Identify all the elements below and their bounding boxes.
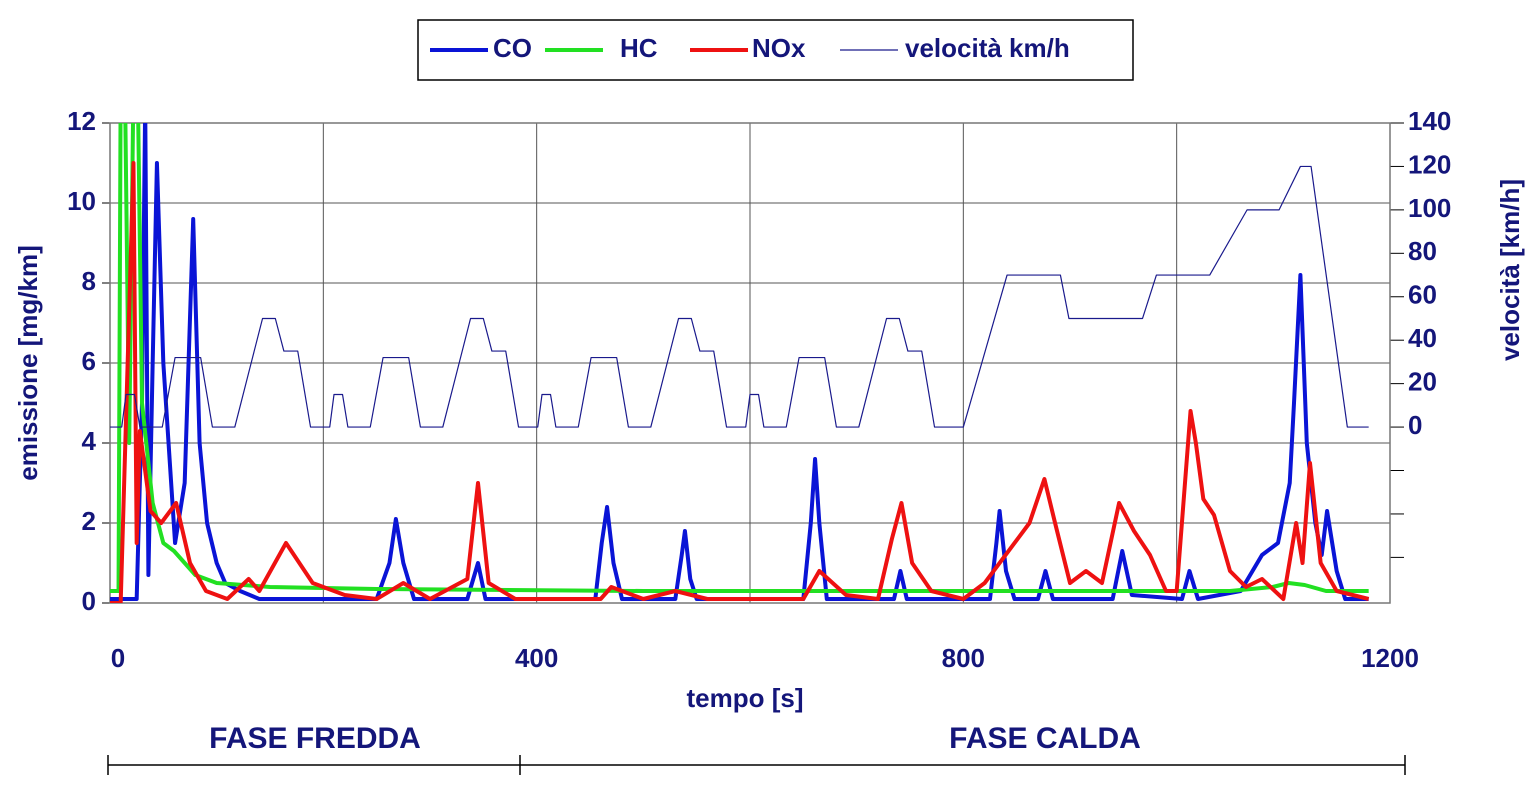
legend-label: CO — [493, 33, 532, 63]
y2-axis-label: velocità [km/h] — [1495, 179, 1525, 361]
legend-label: HC — [620, 33, 658, 63]
legend-label: velocità km/h — [905, 33, 1070, 63]
y-tick-label: 0 — [82, 586, 96, 616]
series-line — [110, 161, 1370, 603]
x-tick-label: 1200 — [1361, 643, 1419, 673]
y-tick-label: 2 — [82, 506, 96, 536]
y2-tick-label: 0 — [1408, 410, 1422, 440]
y-axis-label: emissione [mg/km] — [13, 245, 43, 481]
phase-bracket — [107, 755, 1406, 775]
y-tick-label: 4 — [82, 426, 97, 456]
series-group — [110, 123, 1370, 603]
y2-tick-label: 60 — [1408, 280, 1437, 310]
phase-label: FASE CALDA — [949, 722, 1141, 755]
legend-label: NOx — [752, 33, 806, 63]
legend-box — [417, 19, 1134, 81]
y2-tick-label: 20 — [1408, 367, 1437, 397]
x-tick-label: 0 — [111, 643, 125, 673]
y-tick-label: 10 — [67, 186, 96, 216]
plot-frame — [109, 122, 1391, 604]
series-line — [110, 165, 1369, 428]
y2-tick-label: 40 — [1408, 323, 1437, 353]
x-axis-label: tempo [s] — [687, 683, 804, 713]
x-tick-label: 400 — [515, 643, 558, 673]
y2-tick-label: 100 — [1408, 193, 1451, 223]
y-tick-label: 8 — [82, 266, 96, 296]
phase-label: FASE FREDDA — [209, 722, 421, 755]
y-tick-label: 6 — [82, 346, 96, 376]
y2-tick-label: 140 — [1408, 106, 1451, 136]
y2-tick-label: 120 — [1408, 149, 1451, 179]
y2-tick-label: 80 — [1408, 236, 1437, 266]
y-tick-label: 12 — [67, 106, 96, 136]
x-tick-label: 800 — [942, 643, 985, 673]
